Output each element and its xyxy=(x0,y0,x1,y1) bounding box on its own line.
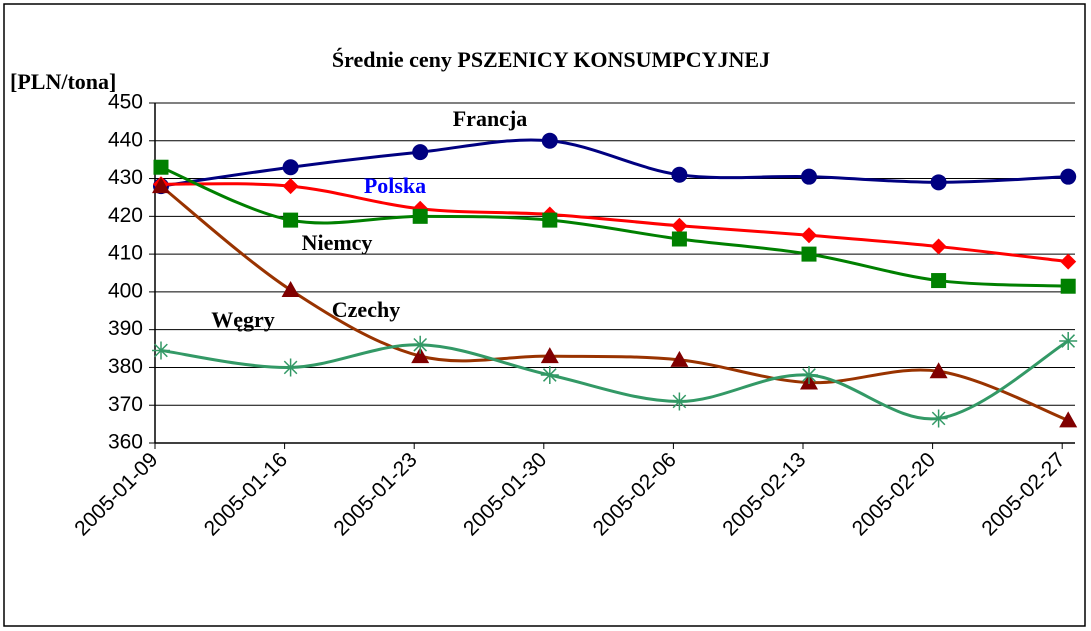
marker xyxy=(283,212,299,228)
chart-title: Średnie ceny PSZENICY KONSUMPCYJNEJ xyxy=(332,47,770,72)
y-tick-label: 370 xyxy=(108,393,143,416)
marker xyxy=(282,178,299,195)
series-label: Węgry xyxy=(211,307,275,332)
marker xyxy=(801,227,817,244)
marker xyxy=(671,231,687,247)
y-tick-label: 390 xyxy=(108,317,143,340)
marker xyxy=(411,335,430,354)
marker xyxy=(671,217,688,234)
marker xyxy=(540,366,559,384)
y-tick-label: 360 xyxy=(108,431,143,454)
series-label: Polska xyxy=(364,173,426,198)
marker xyxy=(800,366,818,384)
y-tick-label: 410 xyxy=(108,242,143,265)
marker xyxy=(929,362,948,379)
marker xyxy=(801,246,817,262)
marker xyxy=(801,168,817,185)
marker xyxy=(930,238,947,255)
marker xyxy=(282,159,299,176)
series-label: Czechy xyxy=(332,297,400,322)
marker xyxy=(412,208,428,224)
marker xyxy=(153,159,169,175)
marker xyxy=(670,392,689,411)
series-label: Niemcy xyxy=(302,230,373,255)
marker xyxy=(1060,253,1077,270)
marker xyxy=(929,409,948,428)
y-tick-label: 430 xyxy=(108,166,143,189)
y-tick-label: 450 xyxy=(108,91,143,114)
marker xyxy=(670,350,689,367)
marker xyxy=(1059,411,1078,428)
chart-border xyxy=(3,3,1086,627)
y-tick-label: 380 xyxy=(108,355,143,378)
marker xyxy=(542,212,558,228)
marker xyxy=(671,166,688,183)
marker xyxy=(152,177,170,194)
y-tick-label: 440 xyxy=(108,128,143,151)
y-tick-label: 420 xyxy=(108,204,143,227)
marker xyxy=(281,358,300,377)
marker xyxy=(540,347,559,364)
series-line xyxy=(160,165,1069,288)
marker xyxy=(411,347,430,364)
marker xyxy=(281,281,300,297)
marker xyxy=(1060,278,1076,294)
marker xyxy=(930,174,947,191)
y-axis-label: [PLN/tona] xyxy=(10,69,116,94)
marker xyxy=(152,341,170,360)
series-line xyxy=(160,182,1069,264)
series-line xyxy=(160,138,1069,188)
marker xyxy=(1059,332,1078,350)
marker xyxy=(412,144,429,161)
y-tick-label: 400 xyxy=(108,279,143,302)
marker xyxy=(931,273,947,289)
series-label: Francja xyxy=(453,106,528,131)
marker xyxy=(541,132,558,149)
marker xyxy=(1060,168,1077,185)
